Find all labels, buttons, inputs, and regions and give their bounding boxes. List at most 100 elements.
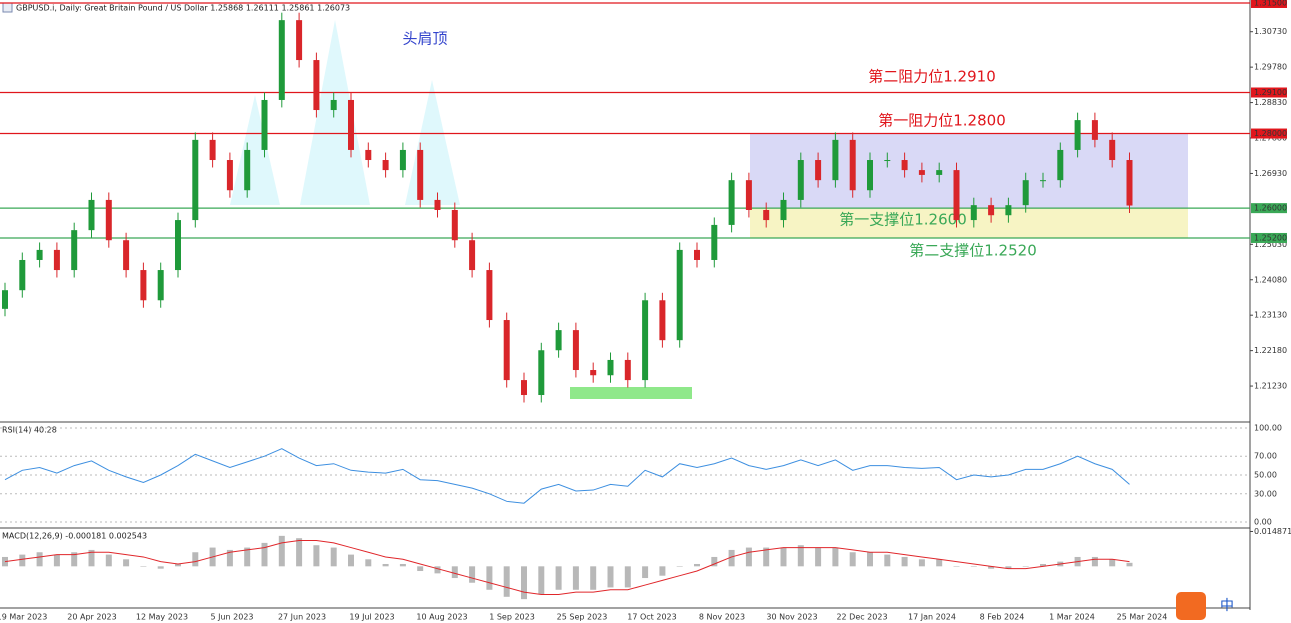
macd-bar [936,559,943,567]
candle-body [1057,149,1064,181]
annotation: 第二阻力位1.2910 [868,68,996,86]
x-tick-label: 8 Nov 2023 [699,613,745,622]
macd-bar [330,547,337,567]
level-label: 1.29100 [1254,88,1287,97]
candle-body [192,139,199,221]
macd-bar [1091,556,1098,567]
macd-bar [538,566,545,595]
macd-bar [711,556,718,567]
candle-body [71,230,78,271]
macd-bar [694,563,700,567]
candle-body [88,199,95,231]
macd-bar [365,559,372,567]
macd-bar [19,554,26,567]
macd-bar [417,566,424,572]
x-tick-label: 5 Jun 2023 [210,613,253,622]
symbol-icon [2,2,13,13]
x-tick-label: 17 Oct 2023 [627,613,676,622]
x-tick-label: 20 Apr 2023 [67,613,116,622]
candle-body [745,180,752,210]
y-tick-label: 30.00 [1254,489,1277,498]
y-tick-label: 1.25030 [1254,240,1287,249]
candle-body [936,170,943,175]
annotation: 第一支撑位1.2600 [839,211,967,229]
candle-body [711,224,718,260]
macd-bar [901,556,908,567]
macd-bar [192,552,199,567]
macd-bar [659,566,666,576]
candle-body [676,249,683,341]
macd-bar [970,566,977,567]
candle-body [815,160,822,181]
x-tick-label: 30 Nov 2023 [766,613,817,622]
pattern-shading [230,20,460,205]
macd-bar [105,554,112,567]
candle-body [607,359,614,376]
y-tick-label: 1.30730 [1254,27,1287,36]
macd-bar [884,554,891,567]
y-tick-label: 1.22180 [1254,346,1287,355]
x-tick-label: 1 Mar 2024 [1049,613,1095,622]
candle-body [694,249,700,260]
candle-body [642,300,649,381]
candle-body [953,170,960,221]
candle-body [157,270,164,301]
candle-body [538,350,545,396]
macd-bar [1126,562,1133,567]
macd-bar [88,549,95,567]
macd-bar [399,563,406,567]
candle-body [849,139,856,191]
macd-bar [572,566,579,590]
candle-body [399,149,406,171]
level-label-box [1251,87,1287,98]
candle-body [659,300,666,341]
candle-body [503,320,510,381]
macd-bar [1109,559,1116,567]
macd-bar [123,559,130,567]
ime-text[interactable]: 中 [1220,598,1234,614]
y-tick-label: 1.28830 [1254,98,1287,107]
candle-body [572,330,579,371]
macd-bar [1005,566,1012,569]
candle-body [417,149,424,200]
macd-bar [624,566,631,588]
signal-line [4,540,1130,595]
candle-body [123,240,130,271]
candle-body [296,20,303,61]
macd-bar [918,559,925,567]
macd-bar [244,547,251,567]
macd-bar [832,547,839,567]
level-label-box [1251,232,1287,243]
level-label: 1.28000 [1254,129,1287,138]
candle-body [1022,180,1029,206]
candle-body [365,149,372,161]
macd-bar [36,552,43,567]
macd-bar [348,554,354,567]
ime-logo[interactable] [1176,592,1206,620]
macd-bar [797,545,804,567]
bottom-zone [570,387,692,399]
candle-body [469,240,476,271]
candle-body [175,220,181,271]
macd-bar [469,566,476,583]
candle-body [434,199,441,210]
x-tick-label: 27 Jun 2023 [278,613,326,622]
candle-body [1091,120,1098,140]
y-tick-label: 1.24080 [1254,275,1287,284]
macd-bar [53,554,60,567]
macd-bar [728,549,735,567]
macd-bar [849,552,856,567]
candle-body [970,205,977,221]
candle-body [313,60,320,111]
candle-body [780,199,787,221]
candle-body [988,205,995,216]
macd-bar [226,549,233,567]
candle-body [36,249,43,260]
rsi-line [4,448,1130,504]
annotation: 第二支撑位1.2520 [909,242,1037,260]
macd-title: MACD(12,26,9) -0.000181 0.002543 [2,532,147,541]
y-tick-label: 0.00 [1254,518,1272,527]
candle-body [226,160,233,191]
macd-bar [642,566,649,579]
